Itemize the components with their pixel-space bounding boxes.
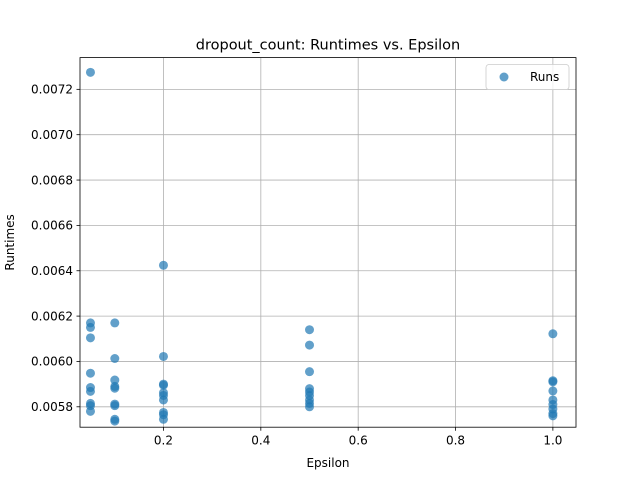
legend-marker — [499, 72, 509, 82]
legend-box — [485, 64, 570, 90]
x-axis-label: Epsilon — [306, 456, 349, 470]
legend: Runs — [485, 64, 570, 90]
chart-title: dropout_count: Runtimes vs. Epsilon — [196, 38, 460, 54]
data-point — [110, 318, 120, 328]
x-tick-label: 0.2 — [154, 434, 173, 448]
data-point — [110, 416, 120, 426]
data-point — [110, 353, 120, 363]
data-points — [85, 67, 558, 426]
y-axis-label: Runtimes — [3, 214, 17, 270]
y-tick-label: 0.0058 — [31, 400, 73, 414]
y-tick-label: 0.0068 — [31, 173, 73, 187]
data-point — [548, 329, 558, 339]
data-point — [548, 386, 558, 396]
axis-ticks: 0.2 0.4 0.6 0.8 1.0 0.0058 0.0060 0.0062 0.0064 0… — [31, 83, 562, 448]
y-tick-label: 0.0072 — [31, 83, 73, 97]
data-point — [158, 351, 168, 361]
data-point — [85, 322, 95, 332]
y-tick-label: 0.0066 — [31, 219, 73, 233]
x-tick-label: 0.8 — [446, 434, 465, 448]
data-point — [110, 383, 120, 393]
data-point — [548, 411, 558, 421]
x-tick-label: 0.6 — [349, 434, 368, 448]
data-point — [305, 340, 315, 350]
data-point — [85, 368, 95, 378]
data-point — [85, 386, 95, 396]
y-tick-label: 0.0064 — [31, 264, 73, 278]
data-point — [158, 395, 168, 405]
data-point — [305, 367, 315, 377]
data-point — [158, 380, 168, 390]
data-point — [158, 260, 168, 270]
data-point — [305, 325, 315, 335]
plot-area-frame — [79, 57, 577, 428]
data-point — [548, 377, 558, 387]
y-tick-label: 0.0062 — [31, 309, 73, 323]
x-tick-label: 1.0 — [543, 434, 562, 448]
grid — [80, 57, 576, 428]
data-point — [110, 375, 120, 385]
data-point — [158, 414, 168, 424]
data-point — [85, 406, 95, 416]
data-point — [85, 67, 95, 77]
x-tick-label: 0.4 — [251, 434, 270, 448]
legend-label: Runs — [530, 70, 559, 84]
data-point — [85, 333, 95, 343]
y-tick-label: 0.0060 — [31, 355, 73, 369]
y-tick-label: 0.0070 — [31, 128, 73, 142]
data-point — [110, 401, 120, 411]
data-point — [305, 402, 315, 412]
